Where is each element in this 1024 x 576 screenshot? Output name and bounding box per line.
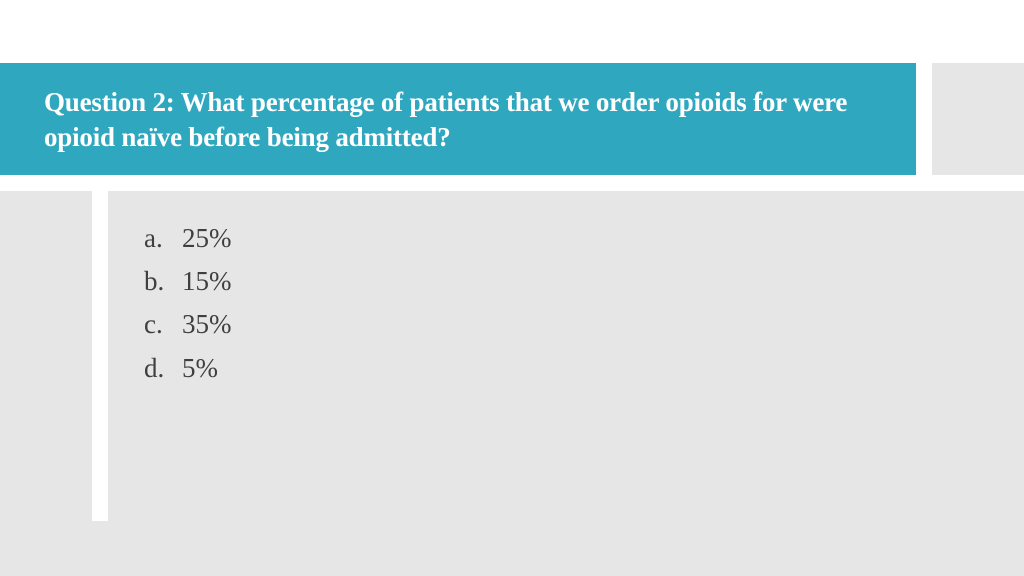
answer-option-d[interactable]: d. 5% xyxy=(144,347,988,390)
option-letter: c. xyxy=(144,303,172,346)
option-text: 35% xyxy=(182,303,232,346)
question-header: Question 2: What percentage of patients … xyxy=(0,63,916,175)
top-spacer xyxy=(0,0,1024,63)
option-letter: b. xyxy=(144,260,172,303)
option-letter: a. xyxy=(144,217,172,260)
content-panel: a. 25% b. 15% c. 35% d. 5% xyxy=(108,191,1024,521)
question-title: Question 2: What percentage of patients … xyxy=(44,85,872,155)
answer-option-a[interactable]: a. 25% xyxy=(144,217,988,260)
answer-option-b[interactable]: b. 15% xyxy=(144,260,988,303)
bottom-panel xyxy=(0,521,1024,576)
answer-option-c[interactable]: c. 35% xyxy=(144,303,988,346)
header-row: Question 2: What percentage of patients … xyxy=(0,63,1024,175)
header-side-panel xyxy=(932,63,1024,175)
option-text: 5% xyxy=(182,347,218,390)
header-body-gap xyxy=(0,175,1024,191)
option-letter: d. xyxy=(144,347,172,390)
side-panel xyxy=(0,191,92,521)
answer-options-list: a. 25% b. 15% c. 35% d. 5% xyxy=(144,217,988,390)
body-row: a. 25% b. 15% c. 35% d. 5% xyxy=(0,191,1024,521)
option-text: 15% xyxy=(182,260,232,303)
option-text: 25% xyxy=(182,217,232,260)
